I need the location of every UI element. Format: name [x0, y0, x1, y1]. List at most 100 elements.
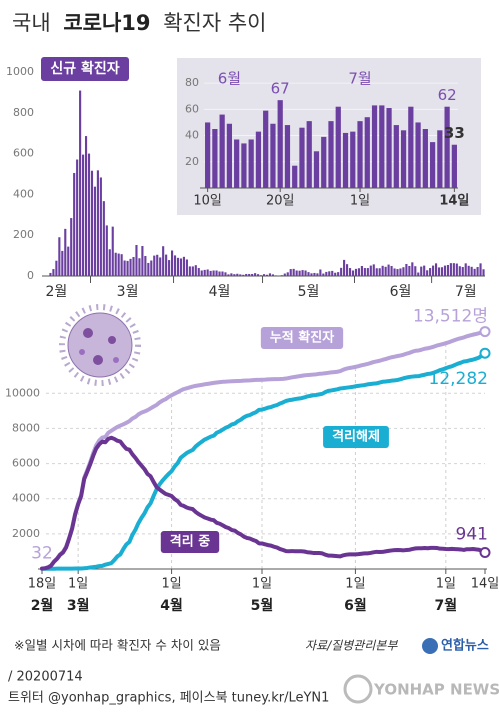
bar [322, 273, 325, 276]
bar [335, 106, 341, 188]
bar [334, 272, 337, 276]
bar [239, 274, 242, 276]
virus-dot [83, 328, 93, 338]
bar [384, 266, 387, 276]
label-box [41, 57, 129, 81]
title-part: 확진자 추이 [163, 11, 266, 35]
bar [123, 260, 126, 276]
y-tick-label: 4000 [12, 492, 40, 505]
bar [476, 267, 479, 276]
bar [364, 117, 370, 188]
x-tick-label: 1일 [252, 577, 272, 592]
bar [263, 110, 269, 188]
x-tick-label: 1일 [345, 577, 365, 592]
bar [67, 246, 70, 276]
bar [245, 273, 248, 276]
bar [301, 270, 304, 276]
bar [393, 125, 399, 188]
bar [396, 269, 399, 276]
bar [402, 267, 405, 276]
bar [120, 254, 123, 276]
bar [420, 266, 423, 276]
month-label: 5월 [251, 597, 274, 614]
bar [248, 139, 254, 188]
bar [102, 201, 105, 276]
bar [313, 151, 320, 188]
bar [464, 263, 467, 276]
bar [408, 266, 411, 276]
bar [233, 274, 236, 276]
bar [446, 264, 449, 276]
bar [185, 259, 188, 276]
bar [372, 264, 375, 276]
logo-icon [422, 638, 438, 654]
bar [455, 263, 458, 276]
bar [126, 260, 129, 276]
bar [96, 170, 99, 276]
end-marker [479, 546, 491, 558]
bar [473, 268, 476, 276]
bar [262, 274, 266, 276]
bar [393, 268, 396, 276]
bar [366, 268, 369, 276]
bar [283, 273, 286, 276]
bar [191, 266, 194, 276]
bar [379, 105, 385, 188]
legend-box [160, 531, 220, 553]
bar [159, 257, 162, 276]
virus-dot [113, 357, 119, 363]
bar [111, 226, 114, 276]
bar [277, 100, 283, 188]
bar [147, 262, 150, 276]
bar [284, 125, 291, 188]
bar [153, 255, 156, 276]
bar [451, 144, 457, 188]
bar [390, 266, 393, 276]
bar [117, 253, 120, 276]
x-tick-label: 3월 [117, 284, 139, 300]
chart-title: 신규 확진자 [50, 60, 119, 77]
bar [479, 263, 482, 276]
bar [386, 108, 392, 188]
y-tick-label: 40 [185, 129, 199, 142]
bar [61, 250, 64, 276]
bar [399, 268, 402, 276]
x-tick-label: 1일 [68, 577, 88, 592]
bar [203, 269, 206, 276]
bar [194, 265, 197, 276]
bar [316, 273, 319, 276]
bar [360, 266, 363, 276]
month-label: 2월 [31, 597, 54, 614]
virus-dot [79, 349, 85, 355]
x-tick-label: 20일 [266, 194, 295, 209]
bar [251, 273, 254, 276]
bar [105, 225, 108, 276]
source: 자료/질병관리본부 [305, 639, 398, 653]
bar [319, 269, 322, 276]
bar [132, 257, 135, 276]
virus-spikes [59, 304, 141, 386]
legend-label: 격리 중 [170, 534, 210, 550]
logo-text: 연합뉴스 [441, 638, 489, 654]
bar [76, 159, 79, 276]
legend-box [260, 327, 344, 349]
bar [351, 270, 355, 276]
bar [357, 268, 361, 276]
bar [70, 218, 73, 276]
bar [242, 274, 245, 276]
page-title: 국내 코로나19 확진자 추이 [12, 11, 266, 35]
y-tick-label: 10000 [5, 386, 40, 399]
y-tick-label: 400 [13, 187, 34, 200]
series-line [40, 351, 487, 571]
month-label: 6월 [344, 597, 367, 614]
bar [268, 273, 272, 276]
bar [87, 153, 91, 276]
bar [292, 165, 298, 188]
bar [426, 270, 429, 276]
bar [212, 129, 218, 188]
title-part: 코로나19 [63, 11, 150, 35]
bar [52, 269, 55, 276]
y-tick-label: 80 [185, 76, 199, 89]
bar [307, 272, 310, 276]
